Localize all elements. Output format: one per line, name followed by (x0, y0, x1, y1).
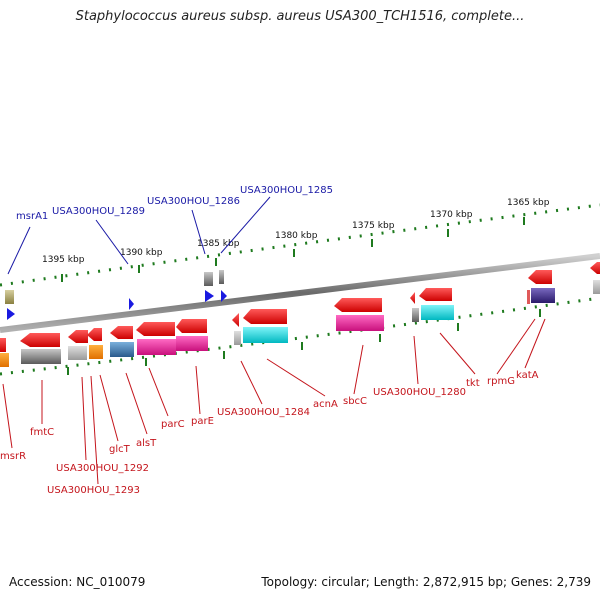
gene-box (110, 342, 134, 357)
gene-box (336, 315, 384, 331)
gene-marker (7, 308, 15, 320)
gene-label: parC (161, 419, 185, 430)
gene-arrow (20, 333, 60, 347)
gene-arrow (0, 338, 6, 352)
gene-msrA1 (5, 290, 14, 304)
genome-summary-text: Topology: circular; Length: 2,872,915 bp… (261, 575, 591, 589)
scale-label: 1395 kbp (42, 255, 85, 265)
gene-box (137, 339, 176, 355)
gene-arrow (176, 319, 207, 333)
gene-1285-arrow (221, 290, 227, 302)
accession-text: Accession: NC_010079 (9, 575, 146, 589)
gene-box (527, 290, 530, 304)
gene-label: acnA (313, 399, 338, 410)
gene-1289-marker (129, 298, 134, 310)
gene-label: USA300HOU_1284 (217, 407, 310, 418)
outer-scale-dots (0, 203, 600, 287)
gene-label: fmtC (30, 427, 54, 438)
gene-box (89, 345, 103, 359)
lower-strand-arrows (0, 262, 600, 352)
scale-label: 1375 kbp (352, 221, 395, 231)
gene-box (421, 305, 454, 320)
gene-label: rpmG (487, 376, 515, 387)
lower-gene-labels: msrR fmtC USA300HOU_1292 USA300HOU_1293 … (0, 370, 539, 496)
gene-arrow (110, 326, 133, 339)
gene-box (176, 336, 208, 351)
gene-label: parE (191, 416, 214, 427)
scale-label: 1385 kbp (197, 239, 240, 249)
genome-backbone (0, 253, 600, 333)
gene-label: sbcC (343, 396, 367, 407)
gene-arrow (243, 309, 287, 324)
gene-label: USA300HOU_1280 (373, 387, 466, 398)
upper-label-leaders (7, 196, 271, 275)
gene-arrow (410, 292, 415, 304)
scale-label: 1370 kbp (430, 210, 473, 220)
gene-1285 (219, 270, 224, 284)
gene-label: msrR (0, 451, 26, 462)
gene-1286-arrow (205, 290, 214, 302)
gene-label: glcT (109, 444, 131, 455)
gene-label: USA300HOU_1286 (147, 196, 240, 207)
gene-arrow (136, 322, 175, 336)
upper-gene-labels: msrA1 USA300HOU_1289 USA300HOU_1286 USA3… (16, 185, 333, 222)
gene-label: msrA1 (16, 211, 48, 222)
gene-1286 (204, 272, 213, 286)
outer-scale-ticks (61, 217, 525, 282)
gene-box (412, 308, 419, 322)
lower-strand-boxes (0, 280, 600, 367)
gene-box (234, 331, 241, 345)
gene-arrow (528, 270, 552, 284)
lower-label-leaders (2, 318, 546, 485)
gene-box (531, 288, 555, 303)
gene-arrow (68, 330, 88, 343)
gene-label: alsT (136, 438, 157, 449)
gene-label: USA300HOU_1289 (52, 206, 145, 217)
gene-box (0, 353, 9, 367)
gene-box (593, 280, 600, 294)
map-title: Staphylococcus aureus subsp. aureus USA3… (75, 9, 525, 24)
gene-label: katA (516, 370, 539, 381)
gene-arrow (419, 288, 452, 301)
gene-box (68, 346, 87, 360)
gene-box (243, 327, 288, 343)
scale-label: 1390 kbp (120, 248, 163, 258)
gene-arrow (590, 262, 600, 274)
upper-strand-genes (5, 270, 227, 320)
gene-label: USA300HOU_1293 (47, 485, 140, 496)
scale-label: 1380 kbp (275, 231, 318, 241)
gene-arrow (87, 328, 102, 341)
scale-labels: 1395 kbp 1390 kbp 1385 kbp 1380 kbp 1375… (42, 198, 550, 265)
gene-arrow (334, 298, 382, 312)
gene-box (21, 349, 61, 364)
gene-label: USA300HOU_1285 (240, 185, 333, 196)
gene-label: USA300HOU_1292 (56, 463, 149, 474)
inner-scale-ticks (67, 309, 541, 375)
scale-label: 1365 kbp (507, 198, 550, 208)
gene-arrow (232, 313, 239, 327)
gene-label: tkt (466, 378, 480, 389)
